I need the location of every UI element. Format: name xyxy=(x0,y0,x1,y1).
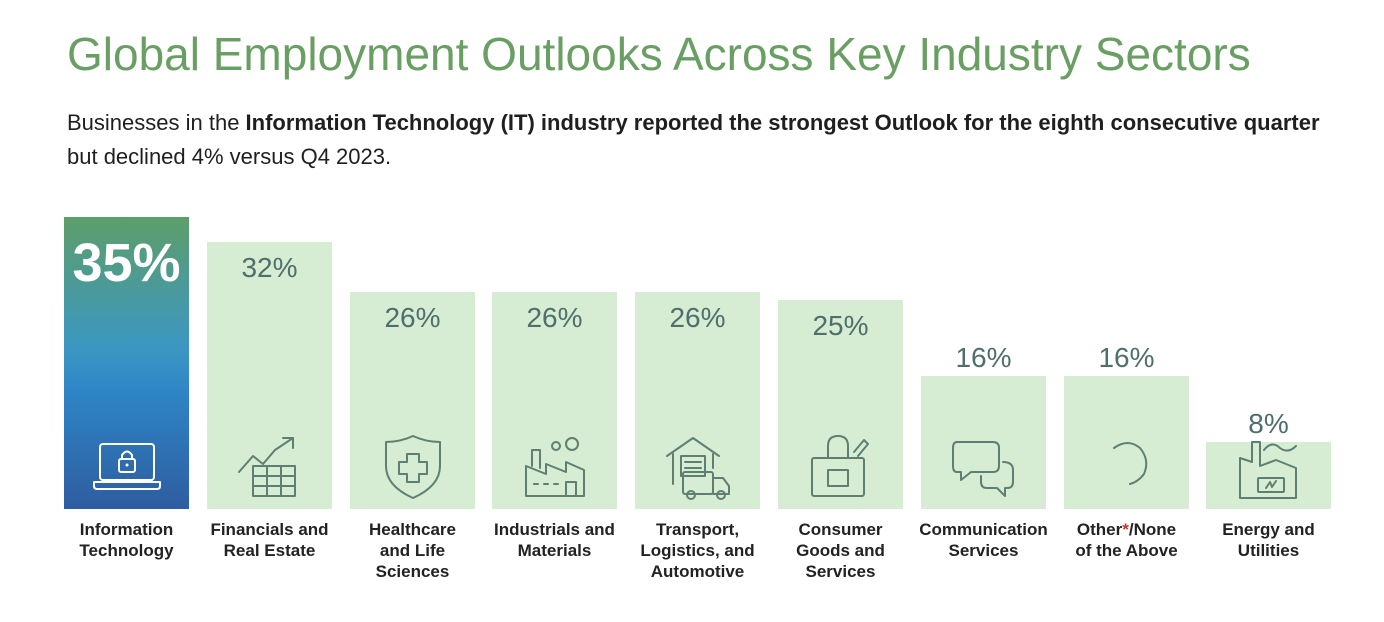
factory-icon xyxy=(520,432,590,502)
chart-title: Global Employment Outlooks Across Key In… xyxy=(67,28,1251,80)
category-label-8: Other*/None of the Above xyxy=(1075,520,1178,560)
category-label-2: Financials and Real Estate xyxy=(210,520,329,560)
category-label-7: Communication Services xyxy=(919,520,1048,560)
bar-value-label-7: 16% xyxy=(955,342,1012,373)
category-label-4: Industrials and Materials xyxy=(494,520,615,560)
category-label-1: Information Technology xyxy=(79,520,174,560)
category-label-3: Healthcare and Life Sciences xyxy=(369,520,456,581)
bar-value-label-9: 8% xyxy=(1248,408,1289,439)
subtitle-bold-text: Information Technology (IT) industry rep… xyxy=(245,110,1320,135)
bar-2 xyxy=(207,242,332,509)
bar-4 xyxy=(492,292,617,509)
bar-value-label-8: 16% xyxy=(1098,342,1155,373)
category-label-9: Energy and Utilities xyxy=(1222,520,1315,560)
bar-value-label-1: 35% xyxy=(72,233,181,293)
subtitle-tail-text: but declined 4% versus Q4 2023. xyxy=(67,144,392,169)
laptop-lock-icon xyxy=(92,432,162,502)
bar-1 xyxy=(64,217,189,509)
subtitle-lead-text: Businesses in the xyxy=(67,110,246,135)
warehouse-truck-icon xyxy=(663,432,733,502)
bar-3 xyxy=(350,292,475,509)
bar-value-label-2: 32% xyxy=(241,252,298,283)
building-growth-chart-icon xyxy=(235,432,305,502)
power-plant-battery-icon xyxy=(1234,432,1304,502)
category-label-5: Transport, Logistics, and Automotive xyxy=(640,520,755,581)
chart-subtitle: Businesses in the Information Technology… xyxy=(67,106,1347,174)
bar-value-label-4: 26% xyxy=(526,302,583,333)
bar-6 xyxy=(778,300,903,509)
loading-arc-icon xyxy=(1092,432,1162,502)
bar-value-label-5: 26% xyxy=(669,302,726,333)
category-label-6: Consumer Goods and Services xyxy=(796,520,885,581)
bar-value-label-6: 25% xyxy=(812,310,869,341)
shield-cross-icon xyxy=(378,432,448,502)
chat-bubbles-icon xyxy=(949,432,1019,502)
shopping-bag-icon xyxy=(806,432,876,502)
bar-value-label-3: 26% xyxy=(384,302,441,333)
